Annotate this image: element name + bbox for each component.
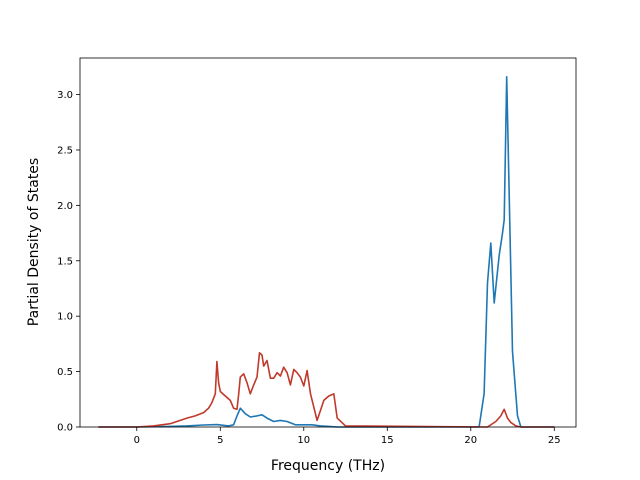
plot-lines xyxy=(98,76,555,428)
y-tick-label: 3.0 xyxy=(57,90,73,101)
series-line-1 xyxy=(98,76,555,428)
y-tick-label: 1.5 xyxy=(57,256,73,267)
y-tick-label: 2.5 xyxy=(57,145,73,156)
x-tick-label: 15 xyxy=(381,435,394,446)
x-axis-label: Frequency (THz) xyxy=(271,458,385,474)
y-tick-label: 0.0 xyxy=(57,423,73,434)
x-tick-label: 5 xyxy=(217,435,223,446)
y-axis-label: Partial Density of States xyxy=(26,158,42,326)
y-tick-label: 1.0 xyxy=(57,312,73,323)
y-tick-label: 2.0 xyxy=(57,201,73,212)
x-tick-label: 20 xyxy=(464,435,477,446)
x-axis-ticks: 0 5 10 15 20 25 xyxy=(134,427,561,446)
y-axis-ticks: 0.0 0.5 1.0 1.5 2.0 2.5 3.0 xyxy=(57,90,80,434)
plot-frame xyxy=(79,57,577,428)
series-line-2 xyxy=(98,351,555,428)
x-tick-label: 0 xyxy=(134,435,140,446)
y-tick-label: 0.5 xyxy=(57,367,73,378)
x-tick-label: 10 xyxy=(297,435,310,446)
x-tick-label: 25 xyxy=(548,435,561,446)
